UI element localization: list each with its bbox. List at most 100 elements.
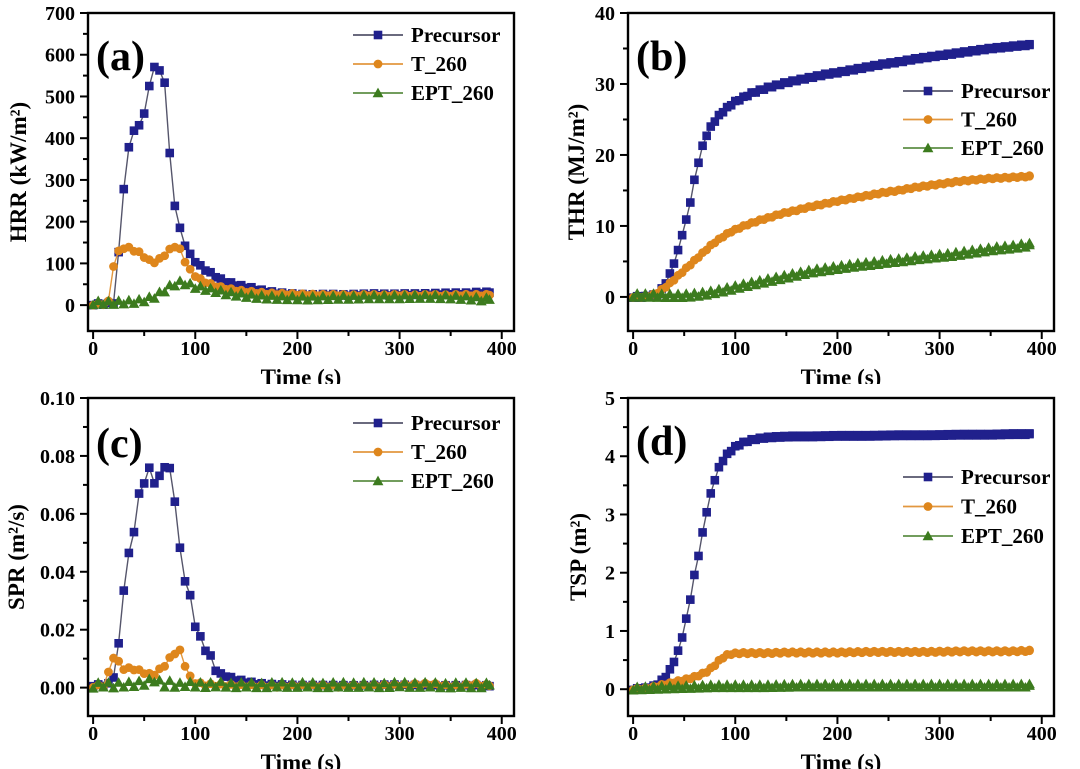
triangle-marker [256, 677, 268, 688]
triangle-marker [358, 290, 370, 300]
triangle-marker [460, 677, 472, 687]
legend-square-marker [373, 30, 383, 40]
legend: Precursor T_260 EPT_260 [353, 411, 500, 493]
triangle-marker [256, 289, 268, 300]
square-marker [180, 577, 190, 586]
square-marker [686, 198, 695, 207]
y-axis-title: TSP (m²) [566, 513, 591, 601]
legend-triangle-marker [922, 530, 934, 541]
x-axis-title: Time (s) [801, 365, 882, 384]
triangle-marker [332, 681, 344, 692]
triangle-marker [271, 681, 283, 692]
triangle-marker [189, 283, 201, 293]
triangle-marker [383, 682, 395, 693]
x-tick-label: 200 [822, 723, 852, 745]
square-marker [221, 672, 231, 681]
square-marker [242, 283, 251, 293]
triangle-marker [118, 298, 130, 309]
square-marker [226, 278, 236, 287]
triangle-marker [174, 677, 186, 687]
triangle-marker [154, 674, 165, 685]
triangle-marker [782, 272, 794, 283]
triangle-marker [343, 682, 354, 692]
legend-label: EPT_260 [961, 136, 1044, 160]
square-marker [160, 78, 169, 87]
triangle-marker [312, 682, 324, 693]
square-marker [677, 230, 687, 240]
triangle-marker [733, 283, 745, 293]
square-marker [139, 479, 149, 488]
triangle-marker [445, 682, 457, 693]
circle-marker [109, 262, 118, 271]
x-tick-label: 400 [1027, 338, 1057, 360]
triangle-marker [169, 280, 181, 291]
triangle-marker [205, 282, 216, 293]
square-marker [190, 257, 200, 267]
y-tick-label: 10 [595, 216, 615, 238]
circle-marker [175, 244, 185, 254]
circle-marker [185, 671, 195, 681]
legend-circle-marker [923, 115, 933, 124]
legend-item-EPT_260: EPT_260 [903, 136, 1044, 160]
x-tick-label: 300 [385, 338, 415, 360]
triangle-marker [750, 279, 762, 290]
subplot-d: 0 100 200 300 400 0 1 2 3 4 5 Time (s) TSP (m²) (d) Pr… [540, 385, 1080, 769]
y-tick-label: 0 [605, 287, 615, 309]
square-marker [686, 595, 695, 604]
square-marker [139, 109, 149, 118]
square-marker [150, 62, 159, 72]
square-marker [144, 81, 154, 91]
triangle-marker [440, 289, 451, 300]
square-marker [698, 141, 707, 151]
triangle-marker [414, 682, 426, 692]
legend-item-T_260: T_260 [353, 440, 467, 464]
square-marker [129, 527, 139, 537]
triangle-marker [475, 682, 487, 693]
square-marker [155, 66, 164, 75]
legend-triangle-marker [922, 142, 934, 153]
series-markers-EPT_260 [627, 237, 1035, 303]
circle-marker [160, 661, 170, 671]
triangle-marker [348, 677, 360, 687]
square-marker [119, 586, 129, 595]
square-marker [661, 672, 671, 682]
x-tick-label: 0 [88, 338, 98, 360]
square-marker [170, 497, 180, 506]
triangle-marker [363, 681, 375, 692]
square-marker [714, 462, 724, 472]
square-marker [206, 651, 215, 660]
x-tick-label: 400 [487, 723, 517, 745]
y-tick-label: 30 [595, 74, 615, 96]
circle-marker [175, 645, 185, 655]
series-area [87, 62, 495, 310]
triangle-marker [266, 677, 278, 687]
square-marker [702, 507, 711, 517]
triangle-marker [251, 293, 262, 303]
triangle-marker [455, 294, 467, 304]
square-marker [201, 646, 210, 656]
triangle-marker [455, 682, 467, 692]
square-marker [665, 664, 675, 674]
triangle-marker [138, 680, 150, 690]
triangle-marker [266, 290, 278, 300]
square-marker [196, 632, 205, 641]
series-markers-EPT_260 [627, 678, 1035, 695]
square-marker [175, 223, 185, 233]
legend-circle-marker [923, 502, 933, 511]
triangle-marker [758, 277, 770, 288]
x-tick-label: 100 [180, 338, 210, 360]
legend-item-EPT_260: EPT_260 [353, 81, 494, 105]
square-marker [201, 266, 210, 275]
triangle-marker [327, 677, 339, 687]
circle-marker [150, 670, 159, 680]
triangle-marker [337, 676, 349, 687]
triangle-marker [128, 681, 140, 691]
square-marker [710, 117, 720, 126]
subplot-a: 0 100 200 300 400 0 100 200 300 400 500 600 700 Time … [0, 0, 540, 384]
x-axis-title: Time (s) [261, 750, 342, 769]
circle-marker [185, 264, 195, 274]
triangle-marker [791, 271, 802, 281]
square-marker [673, 245, 683, 255]
triangle-marker [286, 290, 298, 301]
legend: Precursor T_260 EPT_260 [353, 23, 500, 105]
